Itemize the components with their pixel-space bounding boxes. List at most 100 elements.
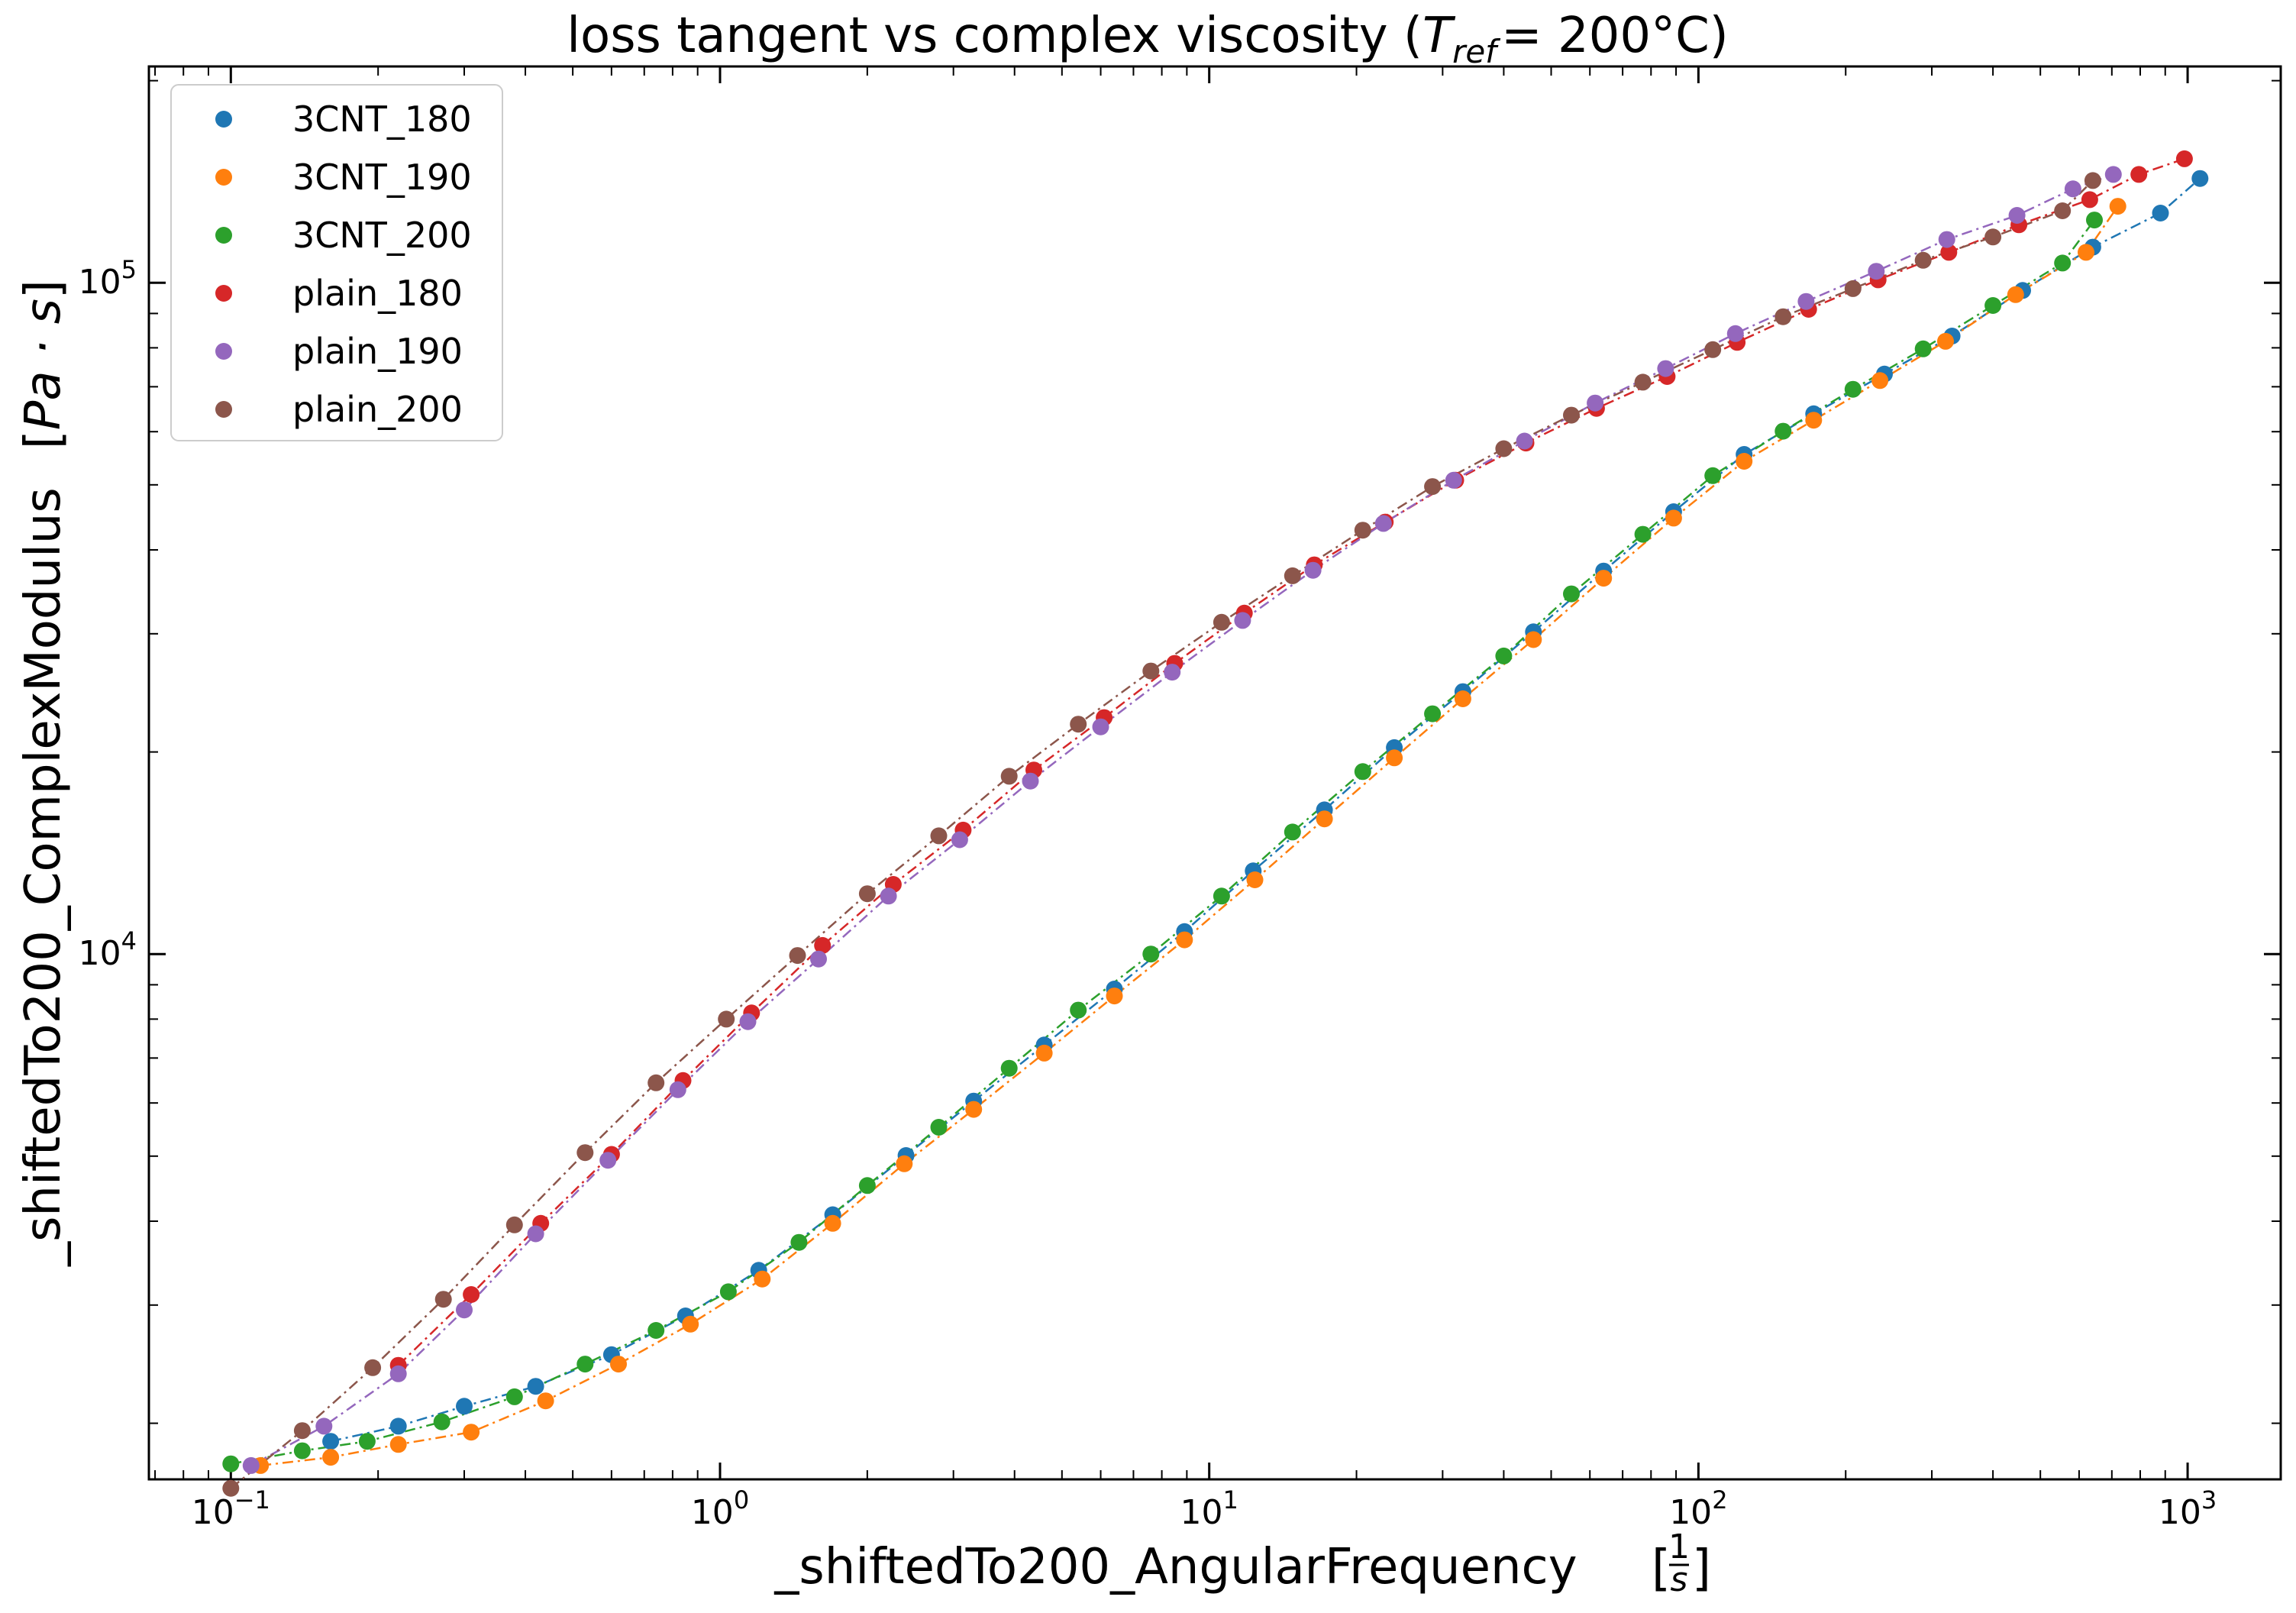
x-tick-label: 102 [1669,1485,1727,1532]
data-point-3CNT_200 [293,1442,311,1459]
data-point-plain_180 [2130,166,2148,183]
chart-title: loss tangent vs complex viscosity (Tref=… [567,8,1729,70]
data-point-plain_180 [2081,191,2098,208]
data-point-plain_190 [2064,180,2081,198]
data-point-plain_190 [810,950,827,968]
data-point-plain_200 [1213,613,1230,631]
data-point-plain_190 [456,1301,473,1319]
data-point-3CNT_190 [1035,1044,1053,1062]
data-point-3CNT_190 [754,1270,771,1288]
legend-label-3CNT_190: 3CNT_190 [292,157,472,198]
data-point-3CNT_200 [790,1233,808,1251]
data-point-plain_180 [463,1286,480,1303]
data-point-plain_200 [1704,341,1722,358]
data-point-3CNT_180 [389,1417,407,1435]
x-tick-label: 10−1 [192,1485,270,1532]
data-point-plain_200 [434,1291,452,1308]
data-point-plain_200 [1495,440,1513,457]
data-point-3CNT_190 [1316,810,1333,828]
data-point-3CNT_190 [1871,372,1889,390]
y-tick-label: 105 [79,255,137,302]
data-point-plain_190 [527,1225,544,1243]
data-point-3CNT_200 [1984,297,2002,314]
plot-frame [147,65,2282,1481]
data-point-3CNT_190 [896,1155,913,1172]
data-point-plain_190 [1516,432,1533,450]
data-point-plain_190 [315,1417,333,1435]
data-point-plain_200 [2084,172,2101,189]
data-point-3CNT_200 [930,1119,948,1136]
data-point-3CNT_190 [1805,412,1823,429]
data-point-3CNT_190 [682,1315,699,1333]
data-point-3CNT_190 [1665,509,1682,527]
data-point-3CNT_180 [456,1398,473,1415]
legend-marker-plain_190 [215,343,232,360]
data-point-plain_200 [1000,768,1018,785]
data-point-3CNT_180 [322,1433,340,1450]
legend: 3CNT_180 3CNT_190 3CNT_200 plain_180 plain_1… [170,84,503,441]
data-point-plain_190 [242,1456,260,1474]
data-point-3CNT_200 [505,1388,523,1405]
legend-marker-plain_180 [215,285,232,302]
data-point-3CNT_190 [2078,244,2094,261]
data-point-3CNT_190 [322,1449,340,1466]
data-point-3CNT_200 [1142,945,1160,963]
data-point-3CNT_200 [1495,647,1513,664]
data-point-plain_200 [1774,308,1792,325]
legend-marker-3CNT_180 [215,111,232,128]
data-point-plain_200 [1984,228,2002,246]
data-point-plain_200 [1563,406,1580,424]
data-point-3CNT_190 [1246,871,1264,888]
data-point-3CNT_190 [1454,690,1471,707]
data-point-3CNT_190 [2109,198,2126,215]
data-point-plain_200 [1142,662,1160,680]
data-point-3CNT_190 [610,1356,627,1373]
data-point-plain_200 [789,947,806,965]
series-points [222,150,2209,1497]
data-point-plain_190 [669,1081,686,1098]
legend-label-3CNT_180: 3CNT_180 [292,99,472,140]
data-point-3CNT_190 [1525,631,1542,648]
data-point-plain_200 [505,1216,523,1233]
data-point-3CNT_200 [2054,254,2072,272]
y-tick-label: 104 [79,926,137,973]
legend-box [170,84,503,441]
data-point-3CNT_200 [1914,340,1932,357]
data-point-plain_190 [2008,207,2026,224]
data-point-3CNT_200 [858,1177,876,1194]
data-point-3CNT_200 [1070,1001,1087,1019]
series-line-3CNT_180 [330,177,2201,1443]
data-point-3CNT_180 [527,1378,544,1395]
legend-label-3CNT_200: 3CNT_200 [292,215,472,256]
data-point-plain_200 [293,1422,311,1440]
data-point-plain_190 [1234,612,1251,629]
data-point-plain_190 [1797,293,1815,310]
data-point-3CNT_190 [1386,749,1403,767]
data-point-3CNT_180 [2152,205,2169,221]
data-point-3CNT_200 [1634,525,1652,543]
data-point-plain_190 [1868,263,1885,280]
data-point-plain_200 [576,1144,594,1162]
data-point-plain_180 [1940,244,1958,261]
data-point-plain_180 [814,936,832,954]
data-point-plain_190 [1587,394,1604,412]
series-line-3CNT_190 [260,205,2119,1467]
legend-label-plain_180: plain_180 [292,273,463,314]
data-point-plain_200 [364,1359,382,1376]
data-point-plain_200 [1634,373,1652,391]
data-point-plain_200 [2054,202,2072,219]
data-point-plain_190 [1022,772,1039,790]
data-point-3CNT_200 [1563,585,1580,603]
data-point-3CNT_200 [1844,380,1862,398]
data-point-3CNT_200 [1354,763,1371,781]
data-point-3CNT_190 [537,1392,554,1410]
legend-marker-3CNT_200 [215,227,232,244]
data-point-3CNT_190 [824,1214,841,1232]
data-point-3CNT_190 [463,1424,480,1441]
data-point-3CNT_190 [965,1101,983,1118]
data-point-plain_190 [2104,166,2122,183]
x-tick-label: 103 [2159,1485,2217,1532]
data-point-plain_190 [1374,515,1392,532]
data-point-3CNT_200 [1704,467,1722,484]
x-tick-label: 100 [691,1485,749,1532]
